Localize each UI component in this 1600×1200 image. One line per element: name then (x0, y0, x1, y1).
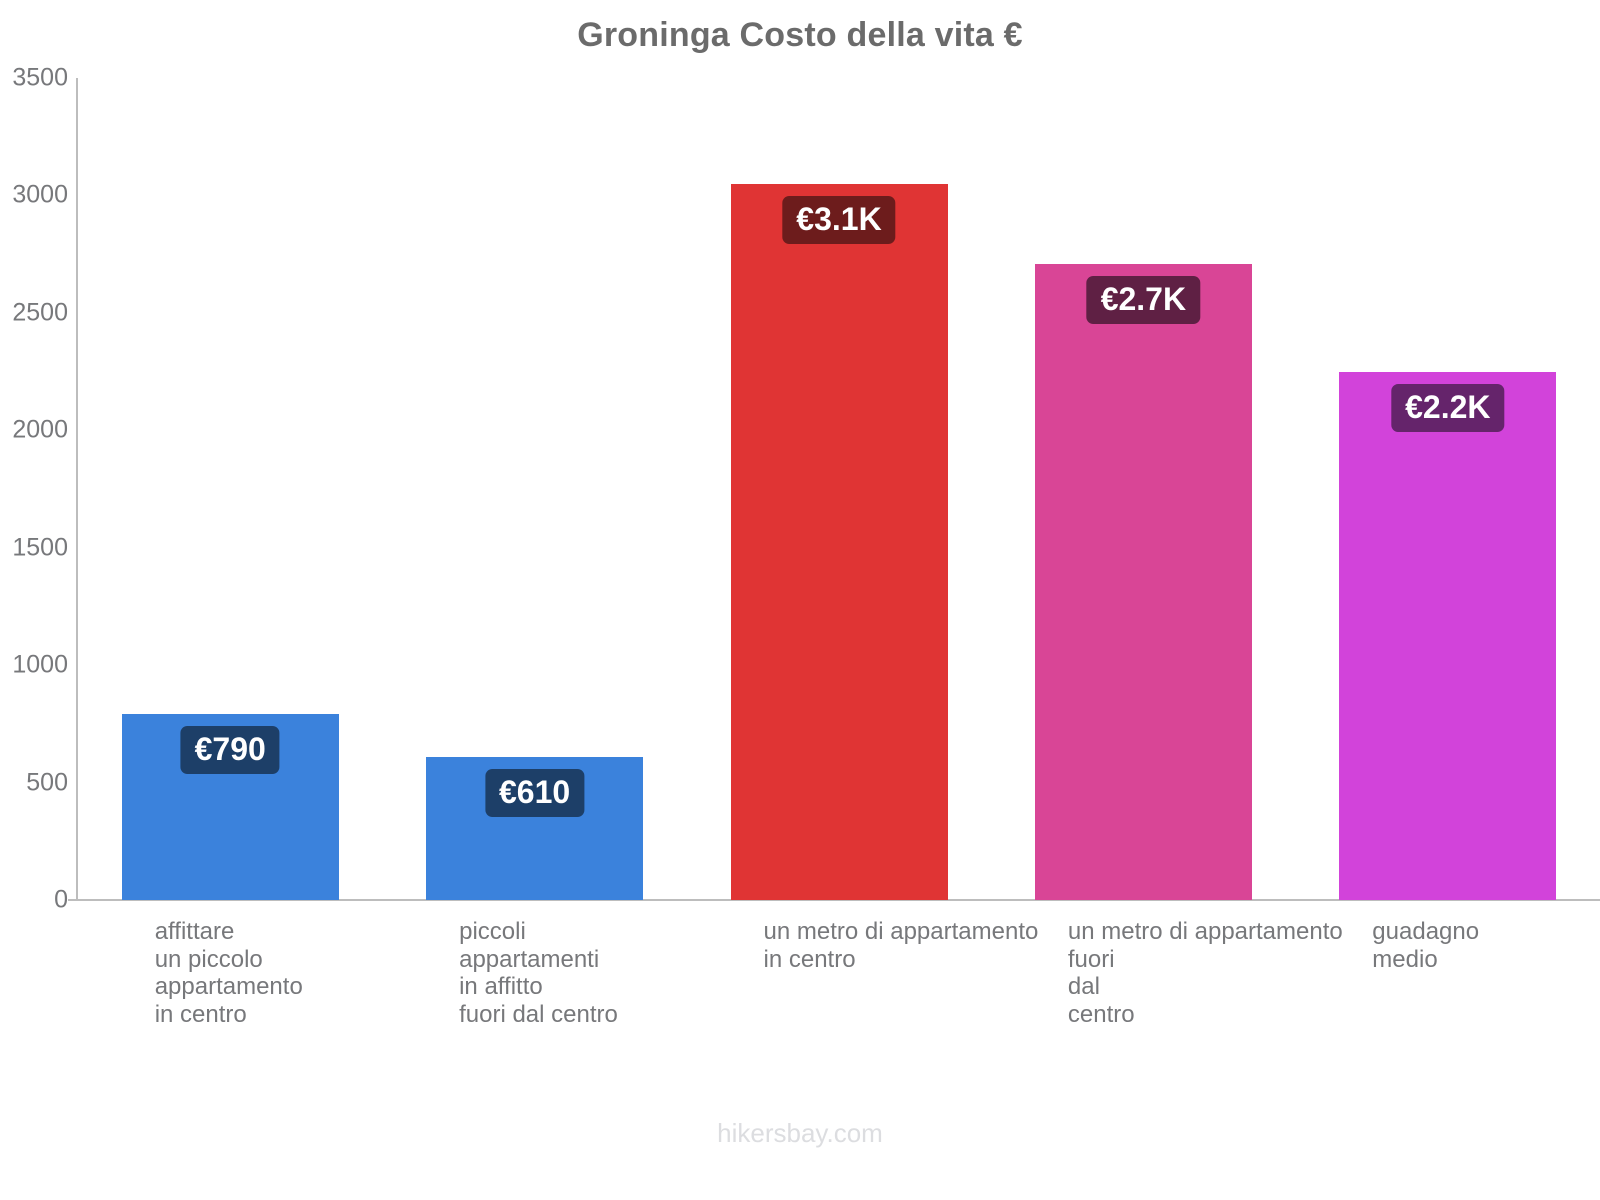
y-axis-tick-label: 1500 (12, 533, 68, 562)
bar-rect[interactable] (1034, 263, 1252, 900)
bar-rect[interactable] (730, 183, 948, 900)
category-label: un metro di appartamento in centro (763, 918, 1039, 973)
bar-group[interactable]: €610 (426, 756, 644, 900)
category-label: affittare un piccolo appartamento in cen… (154, 918, 303, 1028)
y-axis-line (76, 78, 78, 900)
y-axis-tick-label: 3000 (12, 180, 68, 209)
x-axis-line (68, 899, 1600, 901)
footer-watermark: hikersbay.com (717, 1118, 883, 1148)
y-axis-tick-label: 2500 (12, 298, 68, 327)
bar-group[interactable]: €2.2K (1339, 371, 1557, 900)
category-label: piccoli appartamenti in affitto fuori da… (459, 918, 618, 1028)
category-label: guadagno medio (1372, 918, 1480, 973)
y-axis-tick-label: 3500 (12, 63, 68, 92)
bar-value-label: €3.1K (782, 195, 896, 244)
x-axis-category-labels: affittare un piccolo appartamento in cen… (0, 918, 1600, 1098)
bar-value-label: €2.2K (1391, 383, 1505, 432)
chart-title: Groninga Costo della vita € (577, 16, 1023, 54)
category-label: un metro di appartamento fuori dal centr… (1067, 918, 1343, 1028)
bar-rect[interactable] (1339, 371, 1557, 900)
y-axis-tick-label: 500 (26, 768, 68, 797)
y-axis-tick-label: 0 (54, 885, 68, 914)
bar-value-label: €2.7K (1086, 275, 1201, 324)
bar-group[interactable]: €790 (121, 714, 339, 900)
bar-group[interactable]: €3.1K (730, 183, 948, 900)
bar-value-label: €790 (180, 726, 280, 775)
y-axis-tick-label: 2000 (12, 415, 68, 444)
y-axis-tick-label: 1000 (12, 650, 68, 679)
bar-group[interactable]: €2.7K (1034, 263, 1252, 900)
y-axis-tick-labels: 0 500 1000 1500 2000 2500 3000 3500 (0, 0, 68, 1200)
bar-value-label: €610 (485, 768, 585, 817)
